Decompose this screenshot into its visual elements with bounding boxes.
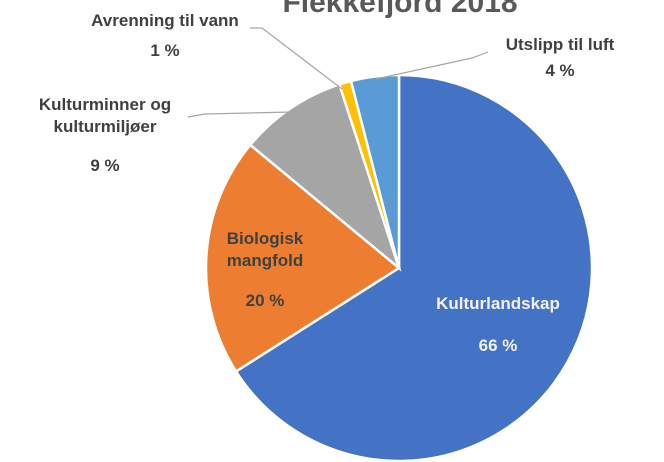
slice-label: Utslipp til luft xyxy=(505,35,615,54)
leader-line xyxy=(375,51,489,80)
leader-line xyxy=(250,27,343,90)
value-label: 20 % xyxy=(245,291,285,310)
pie-slice xyxy=(349,73,401,269)
value-label: 9 % xyxy=(90,156,120,175)
value-label: 1 % xyxy=(150,41,180,60)
pie-slice xyxy=(248,82,402,272)
slice-label: Kulturlandskap xyxy=(436,294,560,313)
slice-label: Avrenning til vann xyxy=(91,11,239,30)
value-label: 4 % xyxy=(545,61,575,80)
slice-label: Biologisk mangfold xyxy=(226,229,304,270)
value-label: 66 % xyxy=(478,336,518,355)
chart-title: Flekkefjord 2018 xyxy=(282,0,518,19)
leader-lines xyxy=(187,27,489,118)
pie-slice xyxy=(204,143,402,374)
leader-line xyxy=(187,111,293,118)
slice-label: Kulturminner og kulturmiljøer xyxy=(38,95,172,136)
pie-slice xyxy=(234,73,594,462)
